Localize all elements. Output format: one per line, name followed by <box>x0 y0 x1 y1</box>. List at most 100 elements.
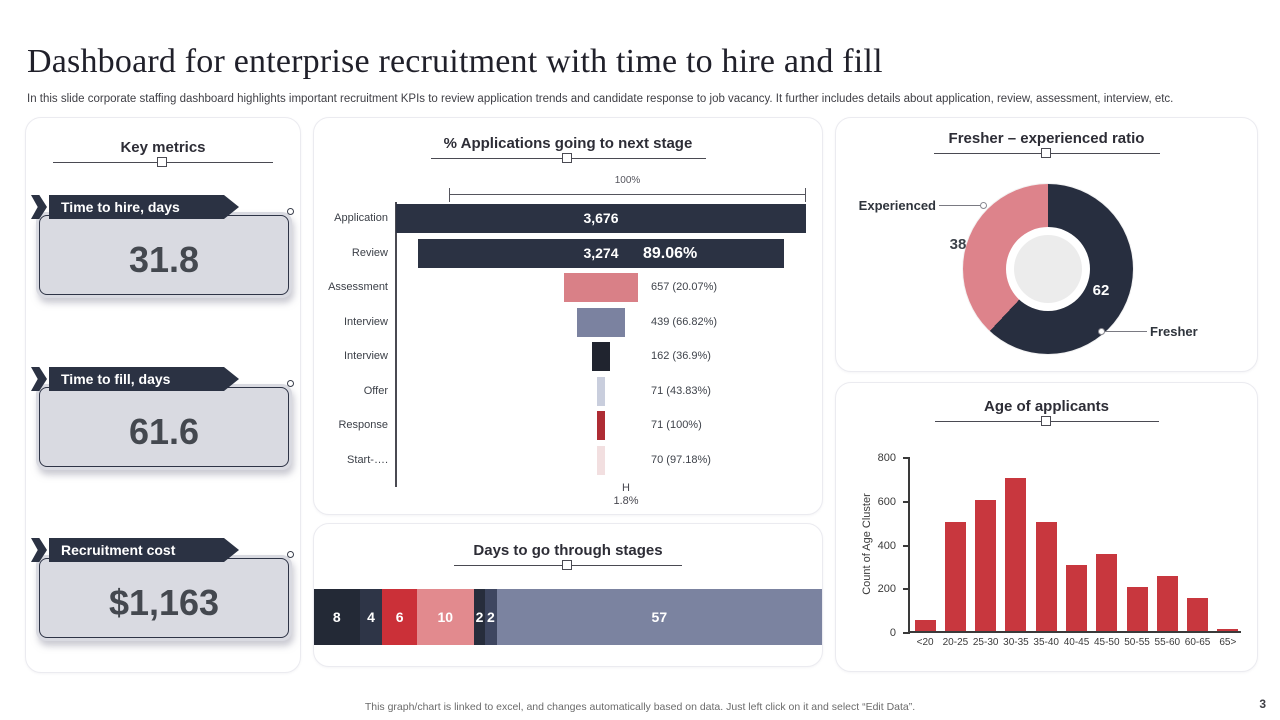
chevron-right-icon <box>31 367 47 391</box>
funnel-bar <box>564 273 638 302</box>
page-title: Dashboard for enterprise recruitment wit… <box>27 42 883 80</box>
funnel-row-label: Interview <box>343 315 388 328</box>
funnel-bar <box>591 342 611 371</box>
days-title: Days to go through stages <box>473 542 663 559</box>
age-y-axis-ticks: 0 200 400 600 800 <box>864 452 904 639</box>
page-number: 3 <box>1259 697 1266 711</box>
funnel-title: % Applications going to next stage <box>443 135 693 152</box>
experienced-leader-line <box>939 205 981 206</box>
chevron-right-icon <box>31 538 47 562</box>
age-y-tick-label: 0 <box>889 627 896 639</box>
age-x-tick-label: 35-40 <box>1033 637 1059 648</box>
age-bar <box>914 620 936 631</box>
funnel-row-label: Response <box>338 419 388 431</box>
age-y-tick-label: 200 <box>877 583 896 596</box>
donut-title: Fresher – experienced ratio <box>948 130 1145 147</box>
days-segment-value: 6 <box>395 609 404 625</box>
kpi-card-recruitment-cost[interactable]: $1,163 Recruitment cost <box>26 538 302 650</box>
days-segment: 57 <box>496 589 822 645</box>
age-x-tick-label: 30-35 <box>1003 637 1029 648</box>
funnel-row-label: Offer <box>363 384 388 397</box>
funnel-bar-extra-value: 89.06% <box>642 244 698 262</box>
title-rule-marker <box>562 153 572 163</box>
days-header: Days to go through stages <box>314 542 822 570</box>
funnel-row-label: Review <box>351 246 388 259</box>
funnel-bar <box>597 376 605 406</box>
age-y-tick-mark <box>903 544 910 547</box>
title-rule-marker <box>157 157 167 167</box>
days-segment: 2 <box>485 589 497 645</box>
funnel-bar <box>597 411 605 440</box>
funnel-bottom-line1: H <box>622 482 630 494</box>
kpi-card-body: 61.6 <box>36 380 294 470</box>
donut-header: Fresher – experienced ratio <box>836 130 1257 158</box>
days-segment: 6 <box>382 589 417 645</box>
title-rule <box>53 157 273 167</box>
kpi-label: Time to fill, days <box>49 367 239 391</box>
kpi-card-time-to-hire[interactable]: 31.8 Time to hire, days <box>26 195 302 307</box>
days-through-stages-chart[interactable]: Days to go through stages 8 4 6 10 2 2 57 <box>313 523 823 667</box>
funnel-row-label: Interview <box>343 350 388 362</box>
funnel-side-value: 439 (66.82%) <box>651 315 718 328</box>
days-segment-value: 8 <box>332 609 341 625</box>
title-rule-marker <box>562 560 572 570</box>
age-y-tick-label: 800 <box>877 452 896 464</box>
funnel-header: % Applications going to next stage <box>314 135 822 163</box>
kpi-ribbon: Recruitment cost <box>31 538 239 562</box>
days-segment: 10 <box>416 589 474 645</box>
fresher-label: Fresher <box>1150 324 1198 339</box>
funnel-bar <box>576 307 626 337</box>
age-bar <box>1096 554 1118 631</box>
funnel-scale-label: 100% <box>614 175 641 186</box>
funnel-side-value: 71 (100%) <box>651 419 702 431</box>
age-title: Age of applicants <box>983 398 1110 415</box>
age-bar <box>1005 477 1027 631</box>
funnel-row-label: Assessment <box>328 281 388 293</box>
age-bar <box>1035 521 1057 631</box>
kpi-card-time-to-fill[interactable]: 61.6 Time to fill, days <box>26 367 302 479</box>
age-of-applicants-chart[interactable]: Age of applicants Count of Age Cluster 0… <box>835 382 1258 672</box>
funnel-bottom-line2: 1.8% <box>613 495 639 507</box>
age-y-tick-mark <box>903 632 910 634</box>
kpi-card-body: 31.8 <box>36 208 294 298</box>
funnel-scale-bracket <box>449 188 806 202</box>
key-metrics-title: Key metrics <box>120 139 206 156</box>
days-segment-value: 57 <box>651 609 668 625</box>
age-bar <box>1187 598 1209 631</box>
age-bar <box>1066 565 1087 631</box>
applications-funnel-chart[interactable]: % Applications going to next stage 100% … <box>313 117 823 515</box>
age-y-tick-mark <box>903 457 910 459</box>
donut-ring <box>963 184 1133 354</box>
title-rule-marker <box>1040 416 1051 426</box>
age-x-tick-label: 65> <box>1219 637 1237 648</box>
funnel-bar: 3,274 89.06% <box>418 238 784 268</box>
days-segment: 8 <box>314 589 360 645</box>
funnel-row-label: Start-…. <box>347 453 388 466</box>
age-x-tick-label: 55-60 <box>1154 637 1181 648</box>
fresher-marker-dot <box>1098 328 1105 335</box>
chevron-right-icon <box>31 195 47 219</box>
age-bar <box>1217 628 1239 631</box>
age-x-tick-label: <20 <box>916 637 934 648</box>
age-x-tick-label: 20-25 <box>942 637 969 648</box>
fresher-experienced-chart[interactable]: Fresher – experienced ratio 38 62 Experi… <box>835 117 1258 372</box>
funnel-bar <box>597 445 605 475</box>
age-x-tick-label: 50-55 <box>1124 637 1150 648</box>
title-rule <box>934 416 1159 426</box>
age-header: Age of applicants <box>836 398 1257 426</box>
title-rule <box>454 560 682 570</box>
age-x-tick-label: 25-30 <box>972 637 999 648</box>
funnel-y-axis <box>395 202 397 487</box>
funnel-side-value: 70 (97.18%) <box>651 453 711 466</box>
funnel-plot: 100% H 1.8% Application 3,676 Review 3,274 8… <box>314 118 822 514</box>
title-rule-marker <box>1040 148 1051 158</box>
footer-note: This graph/chart is linked to excel, and… <box>364 701 916 713</box>
funnel-side-value: 71 (43.83%) <box>651 384 711 397</box>
age-x-tick-label: 60-65 <box>1184 637 1211 648</box>
days-segment-value: 2 <box>487 609 495 625</box>
age-plot: <20 20-25 25-30 30-35 35-40 40-45 45-50 50-55 55… <box>903 457 1241 648</box>
kpi-corner-dot <box>287 551 294 558</box>
kpi-corner-dot <box>287 208 294 215</box>
title-rule <box>430 153 706 163</box>
kpi-label: Recruitment cost <box>49 538 239 562</box>
